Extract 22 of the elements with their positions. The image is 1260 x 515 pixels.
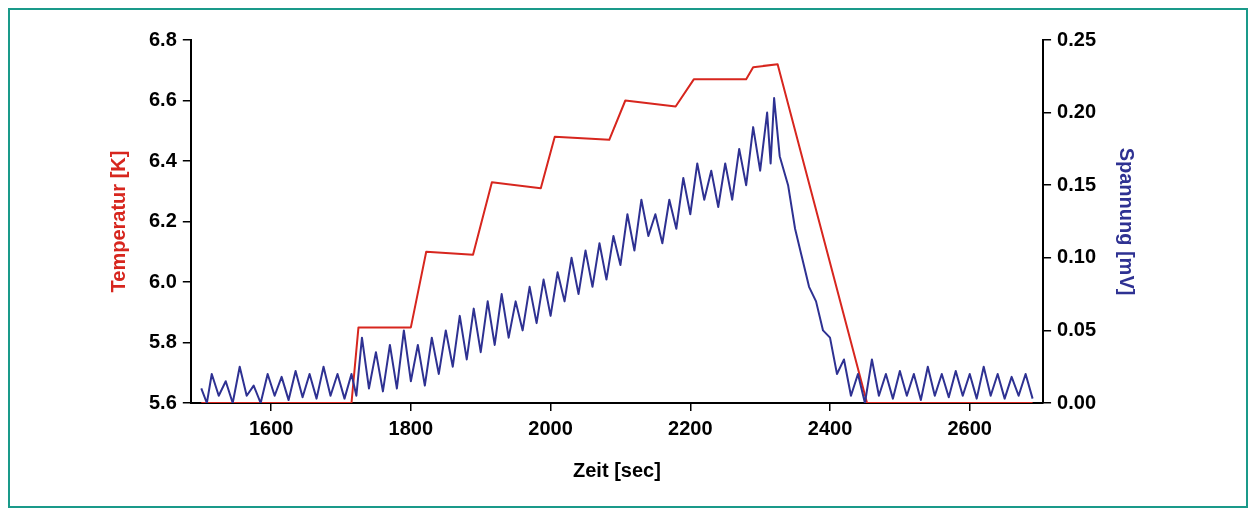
y2-tick-label: 0.05 [1057,317,1097,340]
y-tick-label: 6.2 [148,209,177,232]
x-tick-label: 1600 [248,416,294,439]
y-tick-label: 5.8 [148,330,177,353]
x-tick-label: 1800 [388,416,434,439]
x-tick-label: 2400 [807,416,853,439]
x-tick-label: 2000 [528,416,573,439]
x-axis-title: Zeit [sec] [573,458,661,481]
y-tick-label: 6.0 [148,269,177,292]
y2-axis-title: Spannung [mV] [1116,147,1139,296]
y-tick-label: 6.6 [148,88,177,111]
y2-tick-label: 0.25 [1057,27,1097,50]
y-axis-title: Temperatur [K] [106,150,129,293]
y-tick-label: 6.4 [148,148,178,171]
y2-tick-label: 0.15 [1057,172,1097,195]
x-tick-label: 2600 [947,416,992,439]
y2-tick-label: 0.20 [1057,100,1097,123]
y-tick-label: 5.6 [148,390,177,413]
y2-tick-label: 0.00 [1057,390,1097,413]
y-tick-label: 6.8 [148,27,177,50]
y2-tick-label: 0.10 [1057,245,1097,268]
x-tick-label: 2200 [668,416,713,439]
